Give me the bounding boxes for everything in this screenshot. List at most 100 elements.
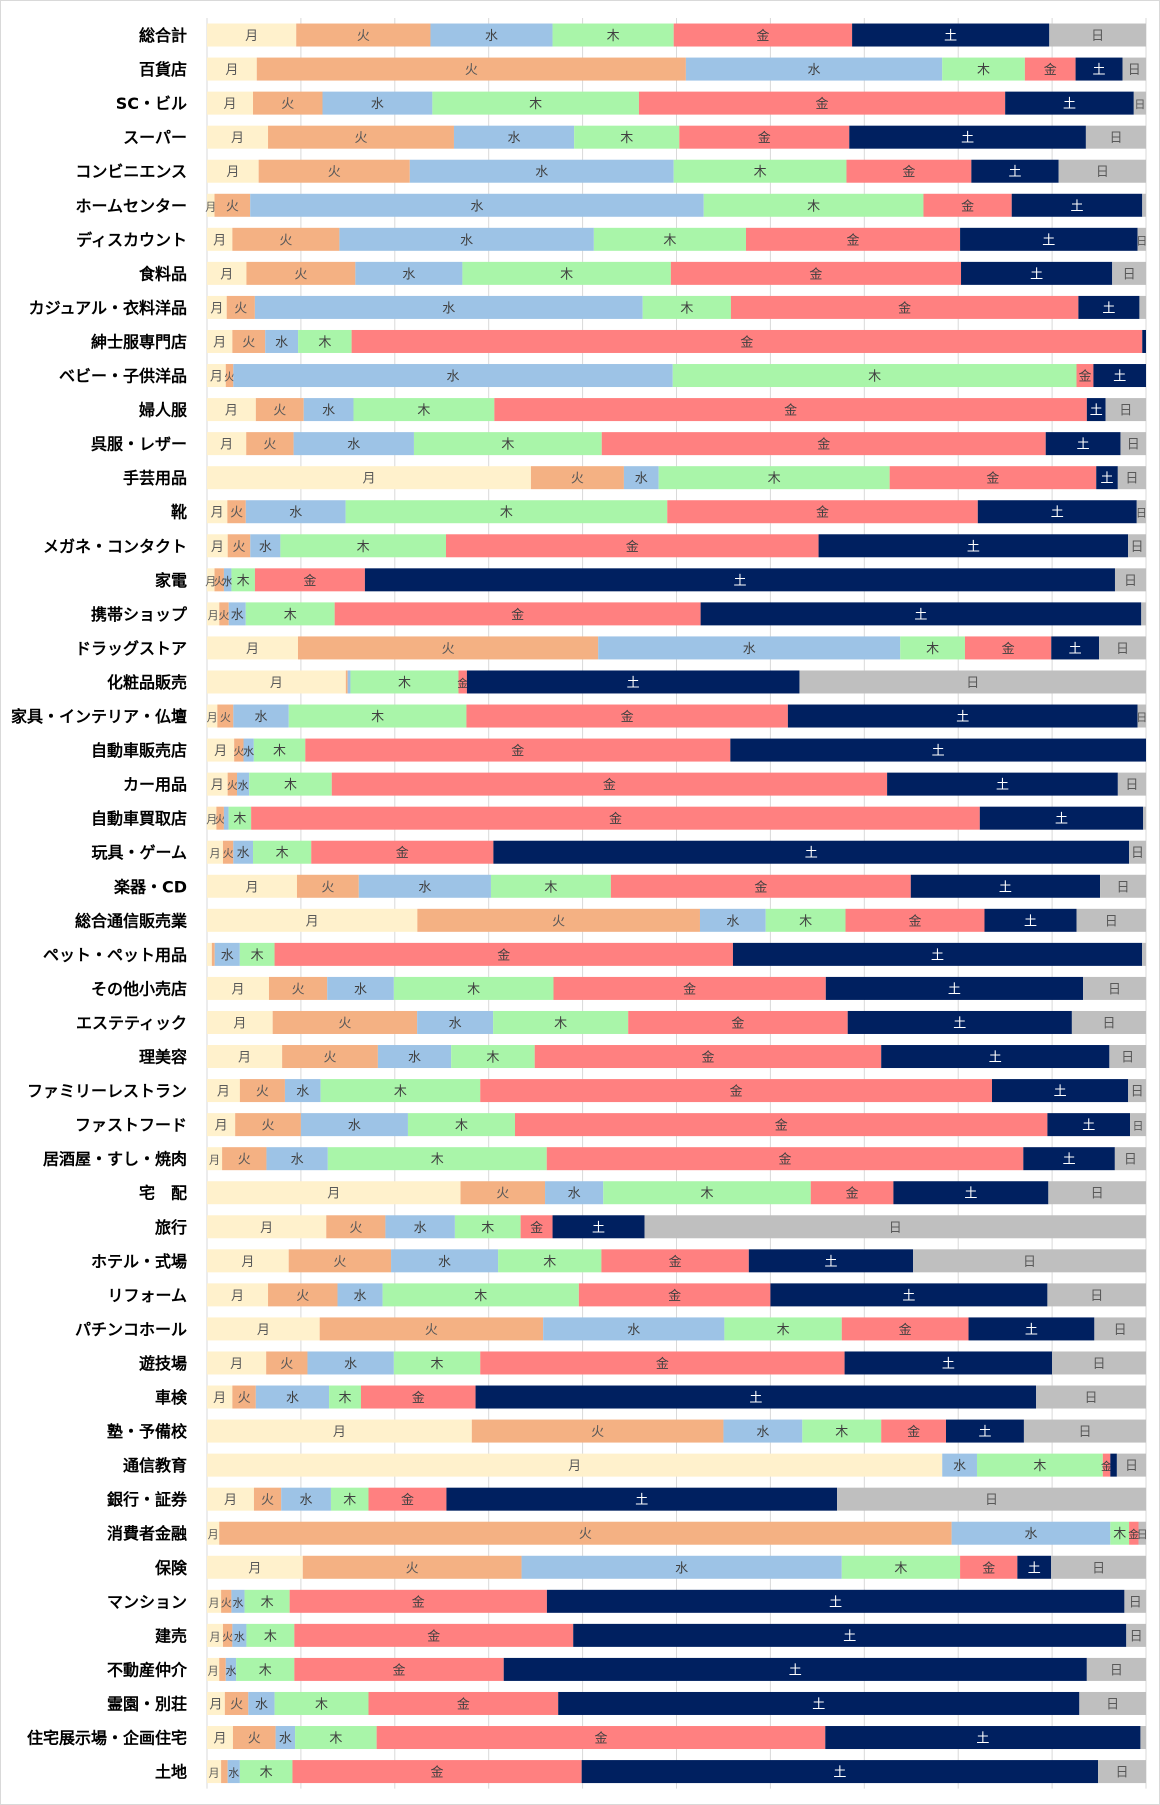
bar-segment [223,568,232,592]
segment-label: 木 [544,880,557,895]
segment-label: 日 [1116,642,1129,657]
segment-label: 木 [807,199,820,214]
segment-label: 水 [756,1425,769,1440]
segment-label: 月 [206,813,217,826]
category-label: 家電 [155,571,187,590]
bar-segment [245,500,346,524]
segment-label: 月 [213,1732,226,1747]
bar-segment [207,1045,283,1069]
bar-segment [1110,1521,1130,1545]
segment-label: 土 [914,608,927,623]
segment-label: 日 [1116,1766,1129,1781]
segment-label: 火 [357,29,370,44]
segment-label: 土 [833,1766,846,1781]
bar-segment [232,227,340,251]
segment-label: 金 [1128,1527,1139,1541]
segment-label: 木 [264,1629,277,1644]
bar-segment [1051,636,1100,660]
segment-label: 木 [455,1119,468,1134]
bar-segment [578,1283,771,1307]
segment-label: 木 [799,914,812,929]
segment-label: 火 [227,779,238,792]
segment-label: 木 [261,1595,274,1610]
segment-label: 土 [1028,1561,1041,1576]
segment-label: 日 [1117,880,1130,895]
segment-label: 水 [535,165,548,180]
segment-label: 土 [749,1391,762,1406]
bar-segment [1140,1726,1146,1750]
bar-segment [1126,1623,1146,1647]
segment-label: 土 [956,710,969,725]
segment-label: 水 [953,1459,966,1474]
segment-label: 日 [1136,711,1147,724]
segment-label: 日 [1102,1016,1115,1031]
bar-segment [289,1589,547,1613]
bar-segment [246,261,356,285]
category-label: 靴 [171,503,187,522]
bar-segment [601,1249,749,1273]
segment-label: 水 [371,97,384,112]
bar-segment [673,23,853,47]
segment-label: 月 [568,1459,581,1474]
bar-segment [293,432,414,456]
category-label: 食料品 [138,264,187,283]
bar-segment [732,942,1143,966]
bar-segment [1093,364,1146,388]
bar-segment [976,1453,1103,1477]
bar-segment [923,193,1012,217]
bar-segment [546,1147,1024,1171]
segment-label: 木 [607,29,620,44]
segment-label: 火 [425,1323,438,1338]
bar-segment [825,976,1084,1000]
bar-segment [1023,1419,1146,1443]
bar-segment [942,1453,977,1477]
bar-segment [295,1726,377,1750]
segment-label: 日 [1131,846,1144,861]
segment-label: 月 [257,1323,270,1338]
bar-segment [1071,1010,1146,1034]
bar-segment [730,295,1079,319]
bar-segment [673,159,847,183]
bar-segment [846,159,972,183]
segment-label: 金 [412,1390,425,1406]
segment-label: 木 [754,165,767,180]
bar-segment [601,432,1046,456]
segment-label: 木 [554,1016,567,1031]
bar-segment [207,1521,220,1545]
bar-segment [672,364,1077,388]
bar-segment [339,227,594,251]
bar-segment [1117,772,1146,796]
segment-label: 金 [898,300,911,316]
bar-segment [251,806,980,830]
category-label: 楽器・CD [113,877,187,896]
bar-segment [670,261,962,285]
segment-label: 金 [656,1356,669,1372]
segment-label: 金 [603,777,616,793]
segment-label: 土 [942,1357,955,1372]
bar-segment [322,91,433,115]
segment-label: 月 [220,267,233,282]
category-label: 自動車販売店 [91,741,187,760]
bar-segment [207,1657,220,1681]
bar-segment [466,704,788,728]
category-label: ペット・ペット用品 [43,945,187,964]
bar-segment [765,908,846,932]
segment-label: 月 [213,1391,226,1406]
segment-label: 金 [730,1084,743,1100]
bar-segment [841,1317,969,1341]
bar-segment [214,193,251,217]
bar-segment [1086,398,1106,422]
bar-segment [282,1045,378,1069]
segment-label: 木 [273,744,286,759]
segment-label: 木 [481,1221,494,1236]
segment-label: 火 [496,1187,509,1202]
segment-label: 水 [449,1016,462,1031]
bar-segment [253,738,306,762]
bar-segment [910,874,1101,898]
bar-segment [1110,1453,1117,1477]
bar-segment [227,500,246,524]
category-label: 居酒屋・すし・焼肉 [43,1150,187,1169]
segment-label: 金 [907,1424,920,1440]
bar-segment [770,1283,1048,1307]
segment-label: 月 [231,1289,244,1304]
